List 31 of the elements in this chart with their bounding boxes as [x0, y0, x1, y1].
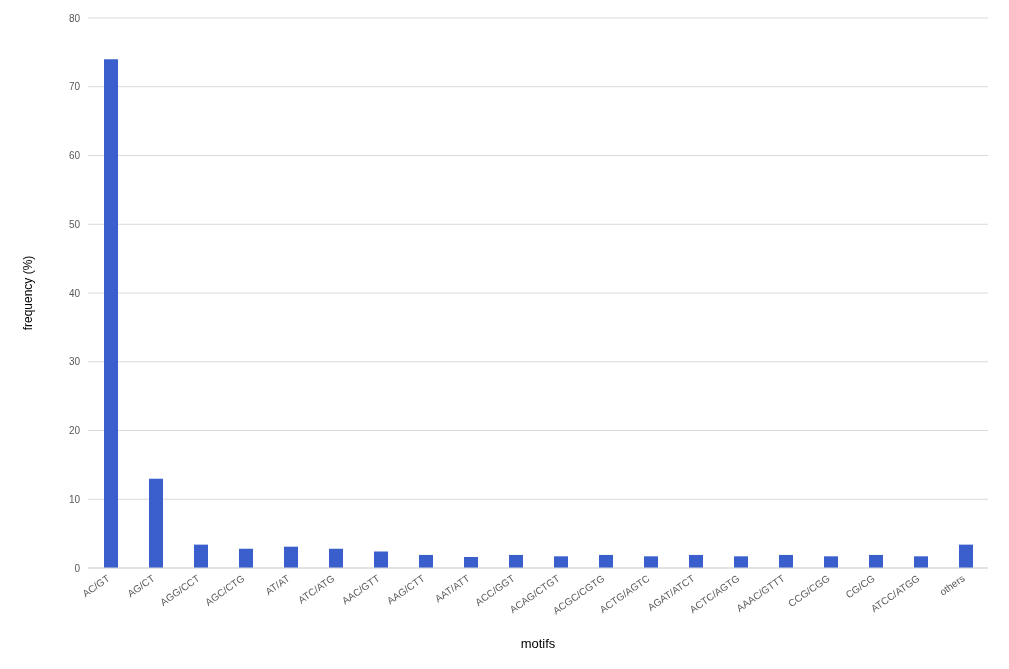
y-tick-label: 40	[68, 287, 81, 299]
bar	[509, 554, 523, 568]
bar	[554, 556, 568, 568]
y-tick-label: 30	[68, 356, 81, 368]
x-axis-title: motifs	[520, 636, 556, 651]
y-tick-label: 70	[68, 81, 81, 93]
bar	[914, 556, 928, 568]
bar	[149, 478, 163, 568]
bar	[284, 546, 298, 568]
bar	[779, 554, 793, 568]
bar	[599, 554, 613, 568]
bar	[644, 556, 658, 568]
bar	[239, 548, 253, 568]
bar	[869, 554, 883, 568]
bar	[194, 544, 208, 568]
bar	[329, 548, 343, 568]
bar	[374, 551, 388, 568]
y-tick-label: 80	[68, 12, 81, 24]
y-tick-label: 0	[74, 562, 81, 574]
y-axis-title: frequency (%)	[21, 255, 36, 331]
y-tick-label: 50	[68, 218, 81, 230]
y-tick-label: 10	[68, 493, 81, 505]
bar	[959, 544, 973, 568]
bar	[464, 557, 478, 568]
y-tick-label: 20	[68, 425, 81, 437]
bar	[689, 554, 703, 568]
bar	[419, 554, 433, 568]
bar	[734, 556, 748, 568]
y-tick-label: 60	[68, 150, 81, 162]
bar	[824, 556, 838, 568]
bar	[104, 59, 118, 568]
